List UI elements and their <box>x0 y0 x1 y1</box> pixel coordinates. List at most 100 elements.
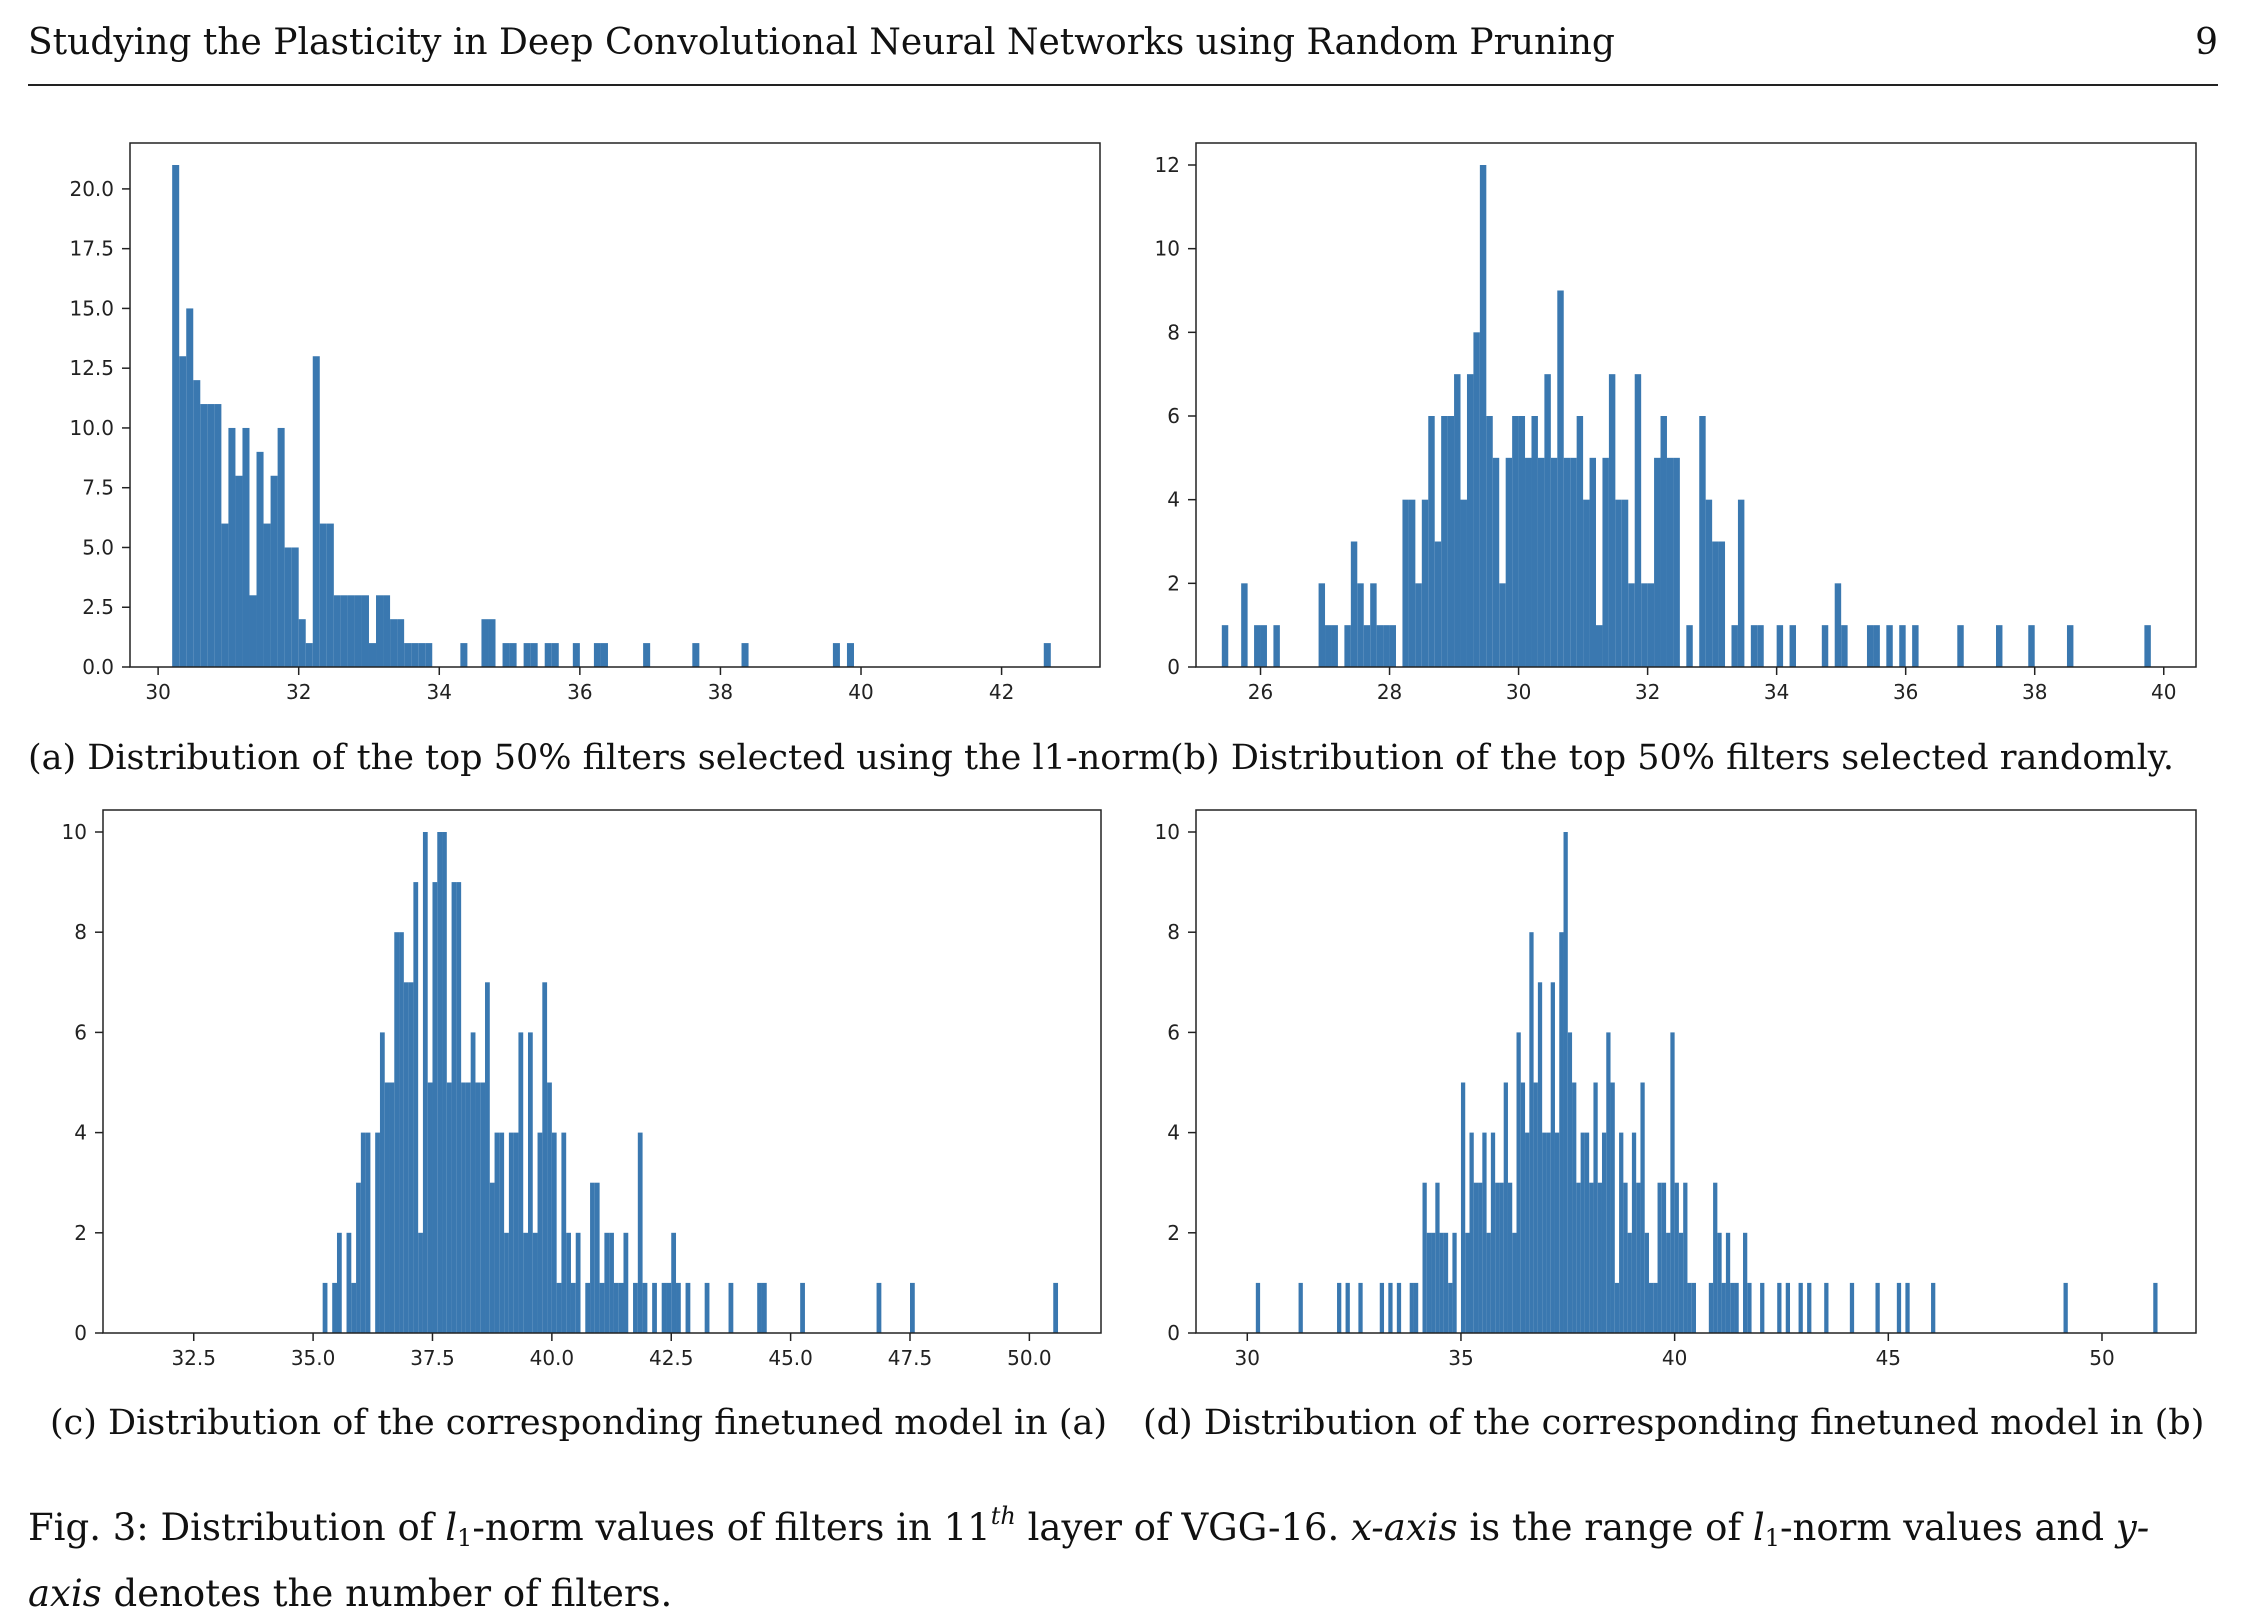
histogram-bar <box>1654 457 1661 667</box>
histogram-bar <box>1905 1282 1910 1333</box>
x-tick-label: 42 <box>989 680 1014 704</box>
histogram-bar <box>461 1082 466 1333</box>
histogram-bar <box>418 1232 423 1333</box>
histogram-bar <box>642 1282 648 1333</box>
histogram-bar <box>256 451 264 667</box>
histogram-bar <box>1996 625 2003 667</box>
histogram-bar <box>1608 374 1616 667</box>
y-tick-label: 10.0 <box>69 416 114 440</box>
x-tick-label: 40 <box>848 680 873 704</box>
histogram-bar <box>1448 1282 1453 1333</box>
histogram-bar <box>1396 1282 1402 1333</box>
plot-frame <box>129 142 1101 668</box>
histogram-bar <box>432 882 438 1333</box>
y-tick-label: 6 <box>74 1020 87 1044</box>
ordinal-superscript: th <box>990 1502 1016 1530</box>
histogram-bar <box>666 1282 672 1333</box>
histogram-bar <box>671 1232 677 1333</box>
y-tick-label: 6 <box>1167 404 1180 428</box>
histogram-bar <box>228 427 236 667</box>
histogram-bar <box>1370 583 1377 667</box>
histogram-bar <box>572 643 580 667</box>
histogram-bar <box>1614 1282 1620 1333</box>
histogram-bar <box>235 475 243 667</box>
histogram-bar <box>1776 625 1784 667</box>
y-tick-label: 12.5 <box>69 356 114 380</box>
histogram-bar <box>1670 1032 1675 1333</box>
histogram-bar <box>1473 332 1480 667</box>
histogram-bar <box>761 1282 767 1333</box>
histogram-bar <box>1435 1182 1440 1333</box>
histogram-bar <box>1507 1182 1513 1333</box>
histogram-bar <box>1443 1232 1449 1333</box>
figure-caption-part: is the range of <box>1469 1506 1742 1549</box>
histogram-bar <box>1383 625 1390 667</box>
histogram-bar <box>1043 643 1051 667</box>
histogram-bar <box>508 1132 514 1333</box>
histogram-bar <box>263 523 271 667</box>
histogram-bar <box>623 1232 629 1333</box>
histogram-bar <box>427 1082 433 1333</box>
histogram-bar <box>1576 1182 1581 1333</box>
histogram-bar <box>1331 625 1338 667</box>
histogram-bar <box>1473 1182 1479 1333</box>
x-tick-label: 34 <box>1764 680 1789 704</box>
histogram-bar <box>910 1282 915 1333</box>
histogram-bar <box>1402 499 1409 667</box>
histogram-bar <box>1479 165 1487 667</box>
histogram-bar <box>1691 1282 1696 1333</box>
histogram-bar <box>1730 1282 1735 1333</box>
y-tick-label: 8 <box>1167 320 1180 344</box>
histogram-bar <box>340 595 348 667</box>
histogram-bar <box>1345 1282 1350 1333</box>
histogram-bar <box>1503 1082 1508 1333</box>
x-tick-label: 37.5 <box>410 1346 455 1370</box>
l1-subscript: 1 <box>1764 1524 1781 1552</box>
histogram-bar <box>685 1282 691 1333</box>
histogram-bar <box>368 643 377 667</box>
l1-symbol: l <box>445 1506 458 1549</box>
histogram-bar <box>1415 583 1422 667</box>
histogram-bar <box>527 1032 533 1333</box>
histogram-bar <box>1615 499 1622 667</box>
histogram-bar <box>1666 1232 1671 1333</box>
histogram-bar <box>1821 625 1829 667</box>
page-header: Studying the Plasticity in Deep Convolut… <box>28 18 2218 86</box>
histogram-bar <box>1454 374 1461 667</box>
histogram-bar <box>1529 932 1534 1333</box>
histogram-bar <box>193 380 201 667</box>
histogram-bar <box>1460 499 1467 667</box>
bars-d <box>1255 832 2158 1333</box>
histogram-bar <box>1478 1182 1483 1333</box>
histogram-bar <box>504 1232 509 1333</box>
histogram-bar <box>1053 1282 1059 1333</box>
histogram-bar <box>800 1282 805 1333</box>
histogram-bar <box>1422 1182 1427 1333</box>
histogram-bar <box>389 1082 395 1333</box>
caption-b: (b) Distribution of the top 50% filters … <box>1170 738 2220 778</box>
histogram-bar <box>741 643 749 667</box>
histogram-bar <box>1708 1282 1714 1333</box>
histogram-bar <box>305 643 313 667</box>
figure-caption: Fig. 3: Distribution of l1-norm values o… <box>28 1488 2218 1622</box>
histogram-bar <box>207 404 215 667</box>
histogram-bar <box>1546 1132 1551 1333</box>
histogram-bar <box>1389 625 1396 667</box>
histogram-bar <box>383 595 391 667</box>
histogram-bar <box>1912 625 1919 667</box>
histogram-bar <box>1641 583 1648 667</box>
histogram-bar <box>1636 1182 1641 1333</box>
histogram-bar <box>1520 1082 1526 1333</box>
histogram-bar <box>1388 1282 1393 1333</box>
histogram-bar <box>394 932 400 1333</box>
histogram-bar <box>1760 1282 1765 1333</box>
y-tick-label: 8 <box>74 920 87 944</box>
histogram-bar <box>1623 1182 1628 1333</box>
y-tick-label: 4 <box>1167 1121 1180 1145</box>
plot-frame <box>1195 809 2197 1334</box>
histogram-bar <box>365 1132 371 1333</box>
histogram-bar <box>242 427 250 667</box>
histogram-bar <box>397 619 405 667</box>
histogram-bar <box>1713 1182 1718 1333</box>
histogram-bar <box>502 643 510 667</box>
